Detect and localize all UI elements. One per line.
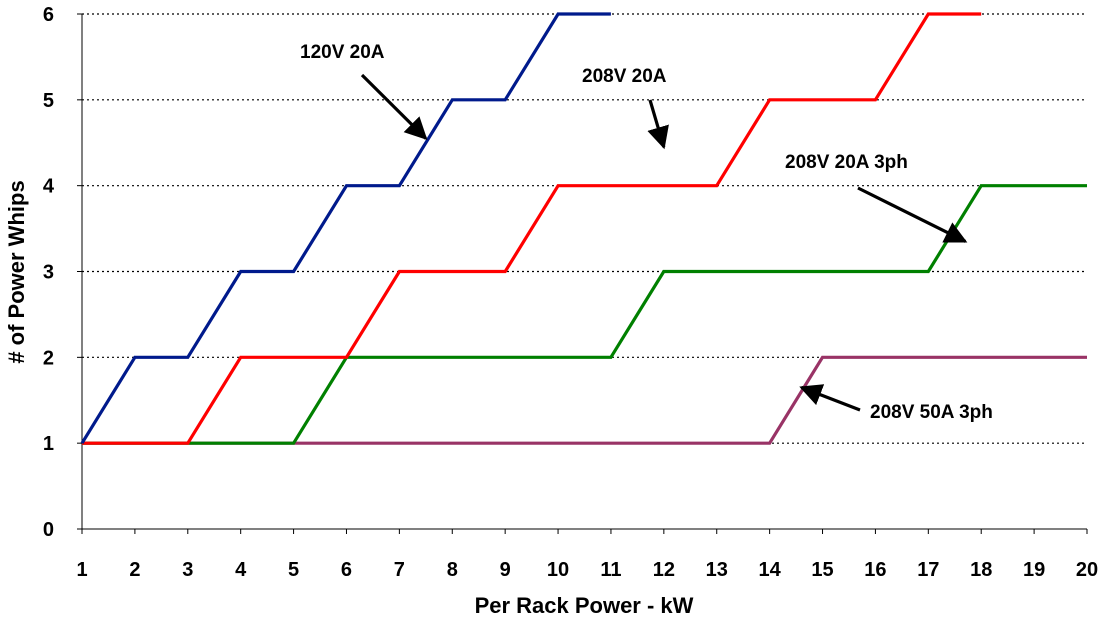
x-tick-label: 11 bbox=[600, 559, 621, 581]
x-tick-label: 12 bbox=[653, 559, 675, 581]
y-axis-title: # of Power Whips bbox=[4, 180, 29, 363]
annotation-arrow bbox=[647, 99, 669, 150]
x-tick-label: 13 bbox=[706, 559, 728, 581]
series-line-0 bbox=[80, 12, 611, 445]
x-tick-label: 5 bbox=[288, 559, 299, 581]
y-tick-label: 1 bbox=[43, 433, 54, 455]
annotation-label: 208V 50A 3ph bbox=[870, 402, 993, 423]
series-lines bbox=[80, 12, 1087, 445]
annotation-arrow bbox=[360, 73, 428, 141]
x-tick-label: 1 bbox=[76, 559, 87, 581]
x-tick-label: 9 bbox=[500, 559, 511, 581]
series-line-1 bbox=[82, 12, 982, 445]
x-tick-label: 10 bbox=[547, 559, 569, 581]
y-tick-label: 3 bbox=[43, 262, 54, 284]
series-line-3 bbox=[82, 355, 1087, 445]
x-tick-label: 18 bbox=[970, 559, 992, 581]
annotations: 120V 20A 208V 20A 208V 20A 3ph 208V 50A 3ph bbox=[300, 42, 993, 423]
x-tick-label: 4 bbox=[235, 559, 247, 581]
x-tick-label: 3 bbox=[182, 559, 193, 581]
x-tick-label: 16 bbox=[864, 559, 886, 581]
annotation-arrow bbox=[799, 384, 861, 412]
y-tick-label: 0 bbox=[43, 519, 54, 541]
x-tick-label: 14 bbox=[759, 559, 782, 581]
annotation-label: 208V 20A bbox=[582, 66, 667, 87]
x-tick-label: 2 bbox=[129, 559, 140, 581]
y-tick-label: 2 bbox=[43, 347, 54, 369]
annotation-arrow bbox=[857, 186, 968, 243]
x-tick-label: 6 bbox=[341, 559, 352, 581]
series-line-2 bbox=[82, 184, 1087, 445]
x-tick-label: 17 bbox=[917, 559, 939, 581]
x-tick-label: 8 bbox=[447, 559, 458, 581]
x-tick-label: 15 bbox=[811, 559, 833, 581]
x-tick-label: 19 bbox=[1023, 559, 1045, 581]
x-axis-title: Per Rack Power - kW bbox=[475, 593, 694, 618]
y-tick-label: 4 bbox=[43, 176, 55, 198]
y-tick-label: 6 bbox=[43, 4, 54, 26]
annotation-label: 208V 20A 3ph bbox=[785, 152, 908, 173]
annotation-label: 120V 20A bbox=[300, 42, 385, 63]
y-tick-label: 5 bbox=[43, 90, 54, 112]
x-tick-label: 7 bbox=[394, 559, 405, 581]
x-tick-label: 20 bbox=[1076, 559, 1098, 581]
